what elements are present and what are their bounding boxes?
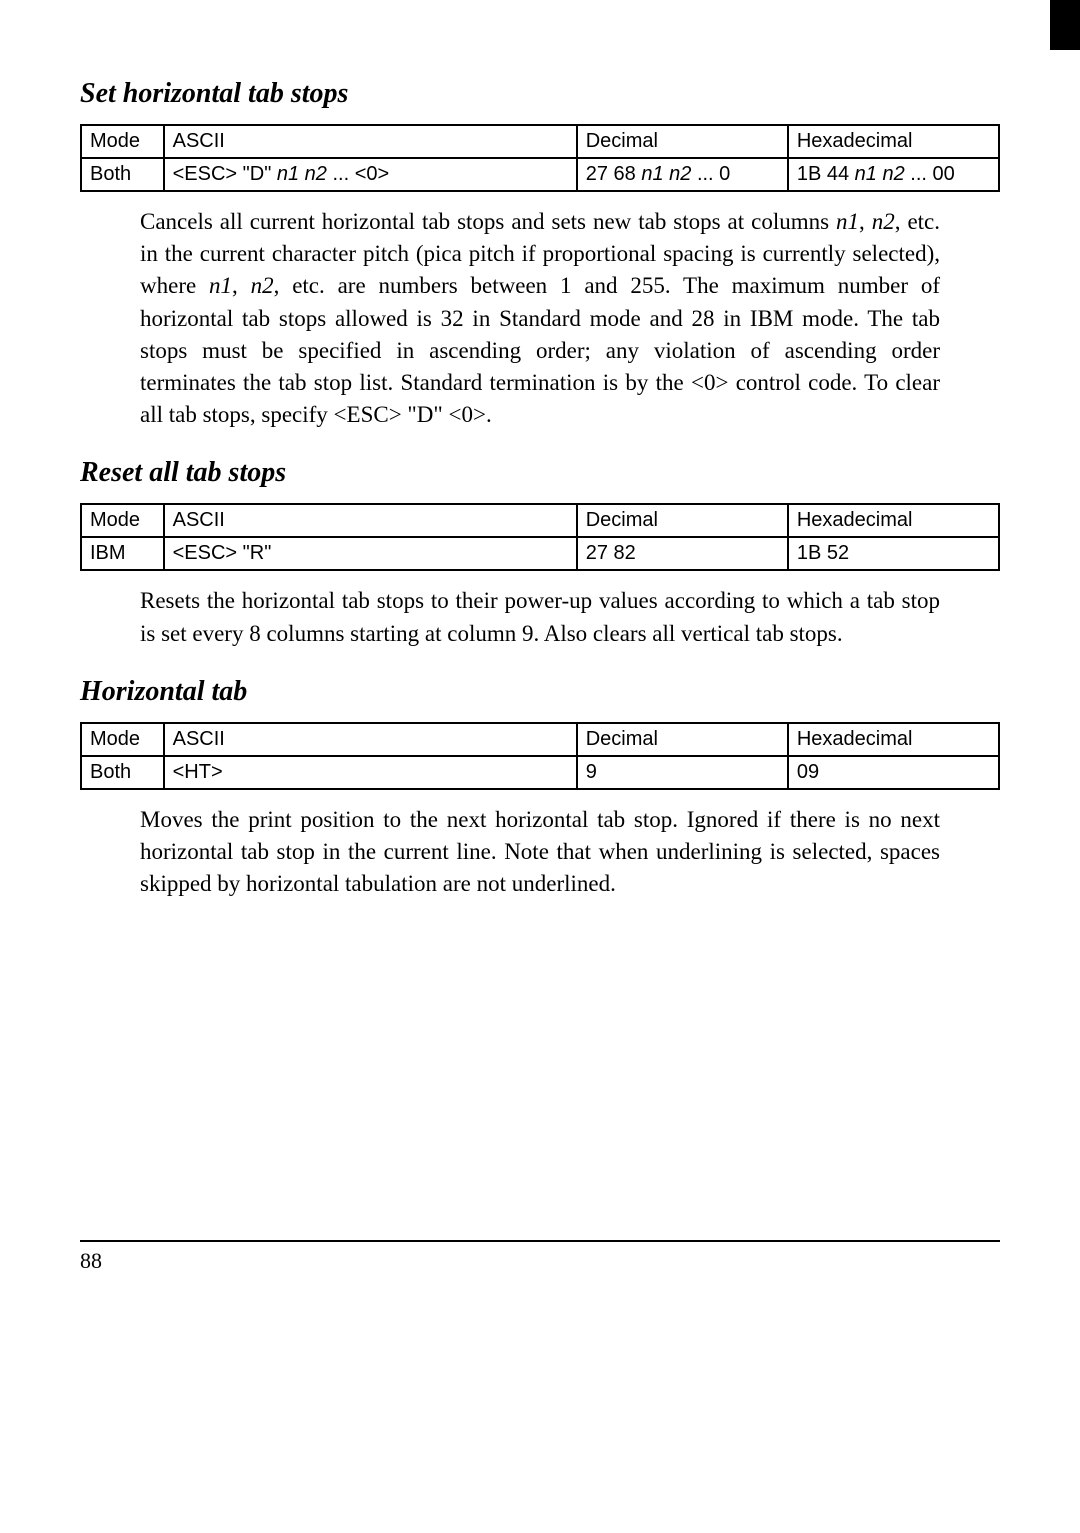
n1b: n1 [209,273,232,298]
table-header-row: Mode ASCII Decimal Hexadecimal [81,504,999,537]
cell-decimal: 27 82 [577,537,788,570]
th-decimal: Decimal [577,723,788,756]
cell-decimal: 27 68 n1 n2 ... 0 [577,158,788,191]
th-mode: Mode [81,125,164,158]
txt: <ESC> "D" [173,163,277,185]
th-ascii: ASCII [164,723,577,756]
cell-mode: IBM [81,537,164,570]
n1: n1 [855,163,877,185]
txt: , [859,209,872,234]
txt: ... 00 [905,163,955,185]
cell-decimal: 9 [577,756,788,789]
table-header-row: Mode ASCII Decimal Hexadecimal [81,723,999,756]
table-row: Both <ESC> "D" n1 n2 ... <0> 27 68 n1 n2… [81,158,999,191]
th-hex: Hexadecimal [788,504,999,537]
cell-mode: Both [81,756,164,789]
command-table-3: Mode ASCII Decimal Hexadecimal Both <HT>… [80,722,1000,790]
th-ascii: ASCII [164,504,577,537]
page-content: Set horizontal tab stops Mode ASCII Deci… [0,0,1080,1314]
th-decimal: Decimal [577,125,788,158]
cell-ascii: <ESC> "D" n1 n2 ... <0> [164,158,577,191]
n1: n1 [641,163,663,185]
cell-ascii: <HT> [164,756,577,789]
n2b: n2 [251,273,274,298]
th-decimal: Decimal [577,504,788,537]
txt: , [232,273,251,298]
th-hex: Hexadecimal [788,125,999,158]
section-title-3: Horizontal tab [80,676,1000,708]
page-footer: 88 [80,1240,1000,1274]
n1: n1 [277,163,299,185]
command-table-2: Mode ASCII Decimal Hexadecimal IBM <ESC>… [80,503,1000,571]
txt: 27 68 [586,163,642,185]
table-row: IBM <ESC> "R" 27 82 1B 52 [81,537,999,570]
txt: ... 0 [691,163,730,185]
page-edge-tab [1050,0,1080,50]
section-body-1: Cancels all current horizontal tab stops… [140,206,940,431]
section-body-3: Moves the print position to the next hor… [140,804,940,901]
txt: ... <0> [327,163,389,185]
cell-hex: 1B 52 [788,537,999,570]
th-hex: Hexadecimal [788,723,999,756]
section-title-2: Reset all tab stops [80,457,1000,489]
th-ascii: ASCII [164,125,577,158]
n1: n1 [836,209,859,234]
page-number: 88 [80,1248,102,1273]
cell-hex: 1B 44 n1 n2 ... 00 [788,158,999,191]
section-title-1: Set horizontal tab stops [80,78,1000,110]
th-mode: Mode [81,723,164,756]
txt: 1B 44 [797,163,855,185]
table-row: Both <HT> 9 09 [81,756,999,789]
command-table-1: Mode ASCII Decimal Hexadecimal Both <ESC… [80,124,1000,192]
n2: n2 [305,163,327,185]
cell-ascii: <ESC> "R" [164,537,577,570]
n2: n2 [669,163,691,185]
txt: Cancels all current horizontal tab stops… [140,209,836,234]
n2: n2 [872,209,895,234]
n2: n2 [882,163,904,185]
section-body-2: Resets the horizontal tab stops to their… [140,585,940,649]
cell-hex: 09 [788,756,999,789]
th-mode: Mode [81,504,164,537]
table-header-row: Mode ASCII Decimal Hexadecimal [81,125,999,158]
cell-mode: Both [81,158,164,191]
